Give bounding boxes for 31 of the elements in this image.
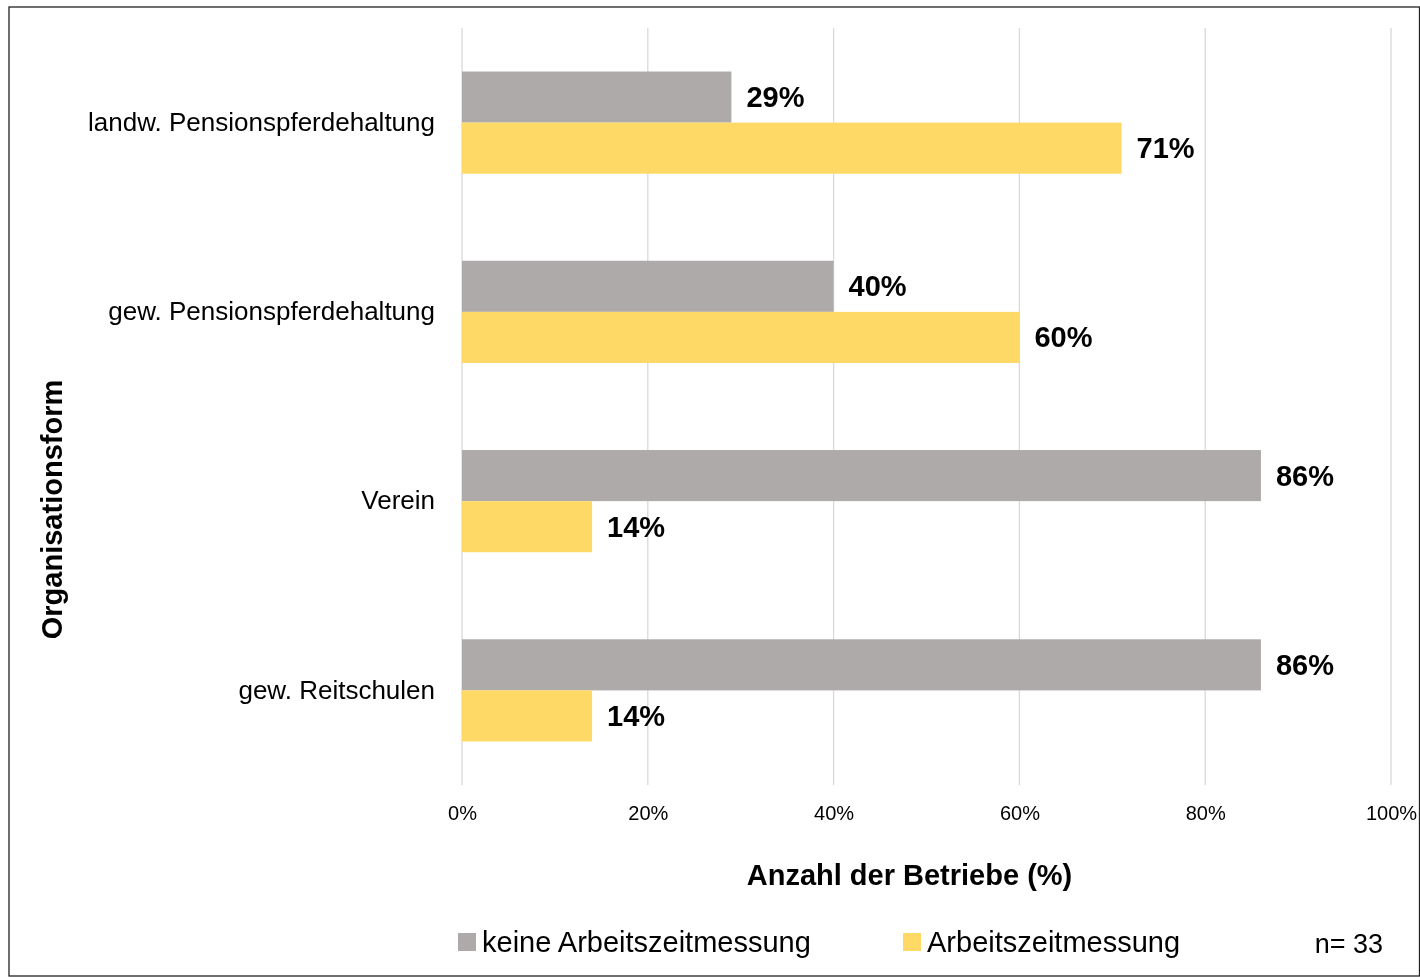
bar [462,690,593,742]
bar [462,71,732,123]
y-tick-label: Verein [361,485,435,516]
y-axis-title: Organisationsform [36,379,68,640]
bar [462,450,1261,502]
legend-label: Arbeitszeitmessung [927,926,1181,958]
x-tick-label: 40% [814,802,855,825]
data-label: 40% [848,270,907,303]
x-axis-title: Anzahl der Betriebe (%) [746,859,1073,891]
y-tick-label: landw. Pensionspferdehaltung [88,106,435,137]
bar [462,311,1020,363]
x-tick-label: 100% [1365,802,1418,825]
data-label: 86% [1275,459,1335,492]
y-tick-label: gew. Reitschulen [238,674,435,705]
bar [462,260,834,312]
data-label: 86% [1275,648,1335,681]
text: n= 33 [1314,929,1383,959]
data-label: 60% [1034,321,1093,354]
data-label: 71% [1136,132,1195,165]
x-tick-label: 60% [999,802,1041,825]
x-tick-label: 20% [628,802,669,825]
data-label: 14% [607,510,666,543]
bar [462,501,593,553]
legend-label: keine Arbeitszeitmessung [482,926,811,958]
x-tick-label: 0% [448,802,478,825]
data-label: 14% [607,699,666,732]
bar [462,122,1122,174]
y-tick-label: gew. Pensionspferdehaltung [108,296,435,327]
x-tick-label: 80% [1185,802,1226,825]
data-label: 29% [746,81,805,114]
bar [462,639,1261,691]
